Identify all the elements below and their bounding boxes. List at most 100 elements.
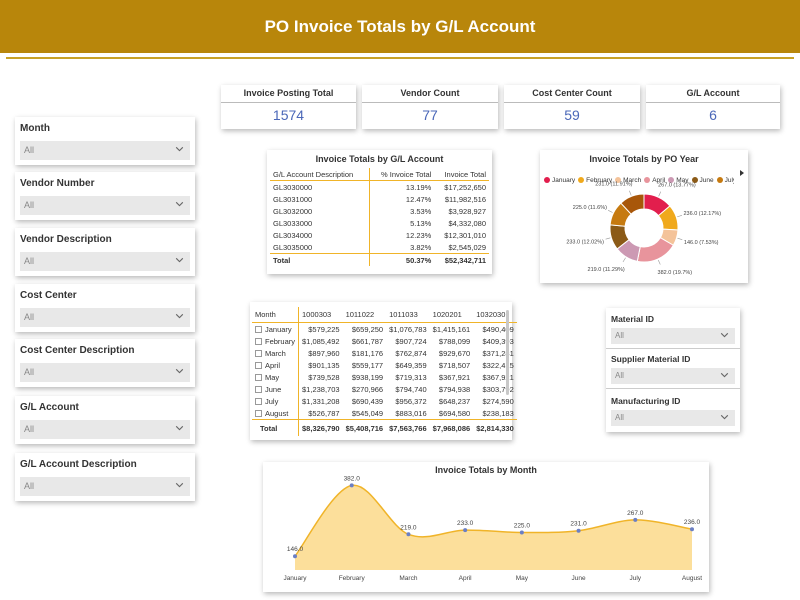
data-point[interactable] (463, 528, 468, 533)
row-header[interactable]: July (252, 395, 299, 407)
row-label: March (265, 348, 286, 358)
dropdown-value: All (615, 331, 624, 340)
material-id-dropdown[interactable]: All (611, 328, 735, 344)
chevron-down-icon (175, 257, 184, 263)
table-cell: GL3034000 (273, 230, 313, 240)
table-cell: $3,928,927 (448, 206, 486, 216)
table-row: February $1,085,492 $661,787 $907,724 $7… (252, 335, 517, 347)
expand-icon[interactable] (255, 350, 262, 358)
table-row: June $1,238,703 $270,966 $794,740 $794,9… (252, 383, 517, 395)
expand-icon[interactable] (255, 374, 262, 382)
vertical-scrollbar[interactable] (506, 310, 509, 395)
dropdown-value: All (24, 481, 35, 491)
legend-item[interactable]: January (544, 177, 575, 184)
chevron-down-icon (175, 313, 184, 319)
dropdown-value: All (24, 424, 35, 434)
legend-item[interactable]: May (668, 177, 689, 184)
legend-item[interactable]: April (644, 177, 665, 184)
kpi-card-invoice-posting-total: Invoice Posting Total 1574 (221, 85, 356, 129)
table-cell: $274,590 (482, 396, 514, 406)
table-cell: $883,016 (395, 408, 427, 418)
legend-item[interactable]: February (578, 177, 612, 184)
slicer-title: G/L Account (20, 402, 79, 413)
table-header-row: Month 1000303 1011022 1011033 1020201 10… (252, 307, 517, 323)
gl-account-dropdown[interactable]: All (20, 420, 190, 439)
table-cell: $181,176 (351, 348, 384, 358)
expand-icon[interactable] (255, 362, 262, 370)
column-header[interactable]: % Invoice Total (368, 168, 435, 181)
data-point[interactable] (633, 517, 638, 522)
column-header[interactable]: 1032030 (476, 310, 506, 319)
x-tick-label: August (682, 575, 702, 582)
table-cell: $579,225 (298, 322, 343, 335)
row-header[interactable]: February (252, 335, 299, 347)
table-row: March $897,960 $181,176 $762,874 $929,67… (252, 347, 517, 359)
column-header[interactable]: 1011022 (345, 310, 375, 319)
legend-item[interactable]: March (615, 177, 641, 184)
gl-account-description-dropdown[interactable]: All (20, 477, 190, 496)
month-dropdown[interactable]: All (20, 141, 190, 160)
data-point[interactable] (519, 530, 524, 535)
table-row: April $901,135 $559,177 $649,359 $718,50… (252, 359, 517, 371)
table-cell: $303,792 (482, 384, 514, 394)
slicer-month: Month All (15, 117, 195, 165)
chevron-down-icon (175, 368, 184, 374)
expand-icon[interactable] (255, 386, 262, 394)
cost-center-description-dropdown[interactable]: All (20, 363, 190, 382)
data-point[interactable] (576, 528, 581, 533)
legend-dot (644, 177, 651, 184)
expand-icon[interactable] (255, 410, 262, 418)
row-header[interactable]: January (252, 323, 299, 336)
column-header[interactable]: Month (255, 310, 276, 319)
table-cell: $7,563,766 (389, 423, 427, 433)
dropdown-value: All (24, 312, 35, 322)
slicer-title: Month (20, 123, 50, 134)
table-cell: $648,237 (438, 396, 471, 406)
table-cell: $739,528 (298, 371, 343, 383)
vendor-description-dropdown[interactable]: All (20, 252, 190, 271)
column-header[interactable]: 1000303 (298, 307, 343, 323)
row-header[interactable]: June (252, 383, 299, 395)
column-header[interactable]: Invoice Total (444, 169, 486, 179)
chevron-down-icon (720, 372, 729, 378)
dropdown-value: All (615, 371, 624, 380)
data-label: 225.0 (514, 523, 531, 530)
vendor-number-dropdown[interactable]: All (20, 196, 190, 215)
legend-label: April (652, 177, 666, 184)
cost-center-dropdown[interactable]: All (20, 308, 190, 327)
column-header[interactable]: G/L Account Description (273, 169, 354, 179)
expand-icon[interactable] (255, 338, 262, 346)
manufacturing-id-dropdown[interactable]: All (611, 410, 735, 426)
table-row: July $1,331,208 $690,439 $956,372 $648,2… (252, 395, 517, 407)
supplier-material-id-dropdown[interactable]: All (611, 368, 735, 384)
kpi-value: 59 (564, 107, 580, 123)
table-title: Invoice Totals by G/L Account (315, 154, 444, 164)
slicer-title: Cost Center (20, 290, 77, 301)
data-point[interactable] (349, 483, 354, 488)
slicer-title: G/L Account Description (20, 459, 137, 470)
slicer-title: Vendor Description (20, 234, 112, 245)
expand-icon[interactable] (255, 326, 262, 334)
row-header[interactable]: August (252, 407, 299, 420)
slicer-cost-center: Cost Center All (15, 284, 195, 332)
table-cell: $270,966 (351, 384, 384, 394)
dropdown-value: All (24, 367, 35, 377)
legend-item[interactable]: June (691, 177, 714, 184)
row-header[interactable]: April (252, 359, 299, 371)
row-header[interactable]: May (252, 371, 299, 383)
table-cell: $238,183 (482, 408, 514, 418)
dropdown-value: All (24, 200, 35, 210)
donut-slice-august[interactable] (620, 193, 645, 215)
legend-item[interactable]: July (716, 177, 734, 184)
slicer-title: Manufacturing ID (611, 396, 681, 406)
row-header[interactable]: March (252, 347, 299, 359)
legend-next-icon[interactable] (738, 169, 746, 177)
data-point[interactable] (293, 554, 297, 559)
table-cell: 3.53% (368, 205, 435, 217)
data-point[interactable] (406, 532, 411, 537)
data-point[interactable] (690, 527, 694, 532)
column-header[interactable]: 1011033 (389, 310, 418, 319)
table-header-row: G/L Account Description % Invoice Total … (270, 168, 489, 181)
expand-icon[interactable] (255, 398, 262, 406)
column-header[interactable]: 1020201 (432, 310, 462, 319)
